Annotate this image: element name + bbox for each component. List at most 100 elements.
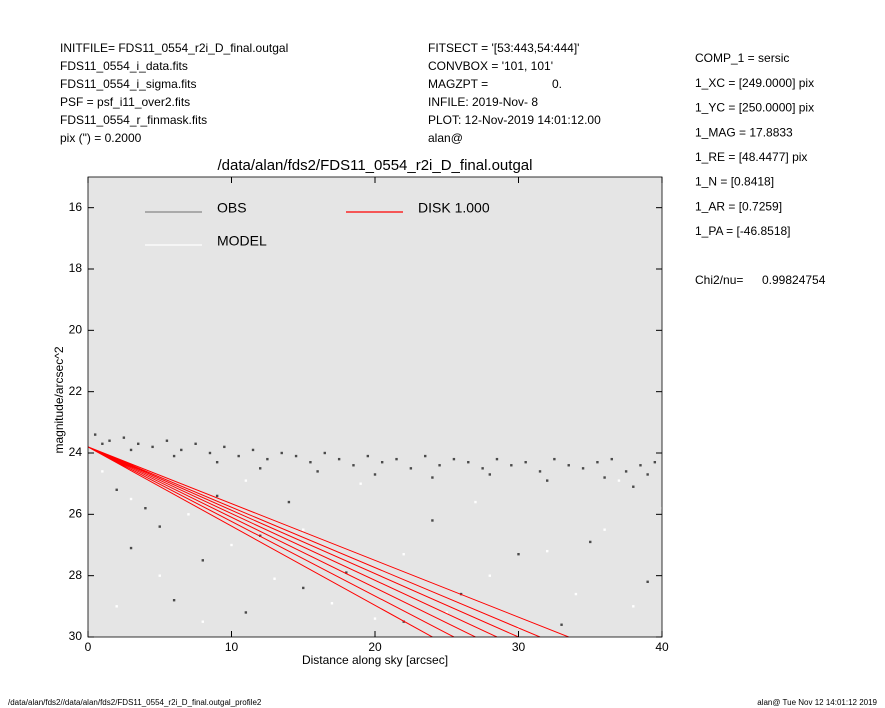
data-point [409,467,413,470]
data-point [445,611,448,614]
y-tick-label: 24 [69,445,83,459]
data-point [316,470,319,473]
data-point [510,464,513,467]
data-point [115,605,118,608]
data-point [158,525,161,528]
x-axis-label: Distance along sky [arcsec] [302,653,448,667]
data-point [345,571,348,574]
data-point [287,500,291,504]
data-point [302,528,305,531]
header-left-line: PSF = psf_i11_over2.fits [60,95,190,109]
header-left-line: pix (") = 0.2000 [60,131,142,145]
x-tick-label: 30 [512,640,526,654]
data-point [302,586,305,590]
footer-user: alan@ Tue Nov 12 14:01:12 2019 [757,698,877,707]
footer-path: /data/alan/fds2//data/alan/fds2/FDS11_05… [8,698,262,707]
header-left-line: FDS11_0554_i_sigma.fits [60,77,197,91]
data-point [646,580,649,583]
data-point [108,439,111,442]
data-point [538,470,542,473]
y-tick-label: 20 [69,323,83,337]
header-left-line: FDS11_0554_i_data.fits [60,59,188,73]
data-point [402,553,405,556]
data-point [617,479,621,482]
data-point [431,519,434,522]
chart-title: /data/alan/fds2/FDS11_0554_r2i_D_final.o… [218,157,533,174]
data-point [101,470,104,473]
data-point [330,602,334,605]
data-point [201,620,204,623]
data-point [194,442,197,445]
data-point [610,457,613,461]
y-tick-label: 26 [69,507,83,521]
data-point [424,454,427,458]
data-point [438,464,441,467]
data-point [488,473,491,476]
data-point [187,513,190,516]
data-point [431,476,434,479]
data-point [589,540,592,544]
data-point [144,507,147,510]
data-point [237,454,240,458]
data-point [553,457,556,461]
legend-label: OBS [217,200,247,216]
data-point [294,454,298,458]
header-right-line: 1_YC = [250.0000] pix [695,101,814,115]
header-middle-line: INFILE: 2019-Nov- 8 [428,95,538,109]
data-point [230,543,233,547]
data-point [639,464,642,467]
data-point [165,439,169,442]
data-point [581,467,585,470]
data-point [603,528,606,531]
data-point [560,623,563,626]
data-point [596,461,599,464]
data-point [373,617,377,620]
x-tick-label: 0 [85,640,92,654]
plot-area [88,433,662,637]
data-point [546,479,549,482]
data-point [546,549,549,553]
y-axis-label: magnitude/arcsec^2 [52,346,66,453]
data-point [172,599,176,602]
data-point [481,467,484,470]
y-tick-label: 28 [69,568,83,582]
chi2-value: 0.99824754 [762,273,826,287]
profile-line [88,446,569,637]
data-point [366,454,370,458]
data-point [215,461,219,464]
header-right-line: 1_PA = [-46.8518] [695,224,791,238]
x-tick-label: 10 [225,640,239,654]
header-right-line: 1_N = [0.8418] [695,175,774,189]
data-point [352,464,355,467]
data-point [137,442,140,445]
data-point [180,448,183,452]
data-point [93,433,97,436]
data-point [660,507,662,510]
data-point [467,461,470,464]
y-tick-label: 16 [69,200,83,214]
header-middle-line: FITSECT = '[53:443,54:444]' [428,41,579,55]
data-point [244,611,248,614]
data-point [337,457,341,461]
y-tick-label: 30 [69,629,83,643]
data-point [244,479,248,482]
data-point [517,553,520,556]
data-point [223,445,226,449]
data-point [215,494,219,498]
magzpt-value: 0. [552,77,562,91]
data-point [280,451,283,455]
data-point [251,448,255,452]
data-point [273,577,276,580]
data-point [373,473,377,476]
data-point [495,457,499,461]
data-point [259,467,262,470]
data-point [101,442,104,445]
data-point [567,464,570,467]
header-right-line: 1_AR = [0.7259] [695,199,782,213]
data-point [115,488,118,491]
header-right-line: 1_XC = [249.0000] pix [695,76,814,90]
header-middle-line: alan@ [428,131,463,145]
data-point [359,482,362,485]
data-point [452,457,456,461]
